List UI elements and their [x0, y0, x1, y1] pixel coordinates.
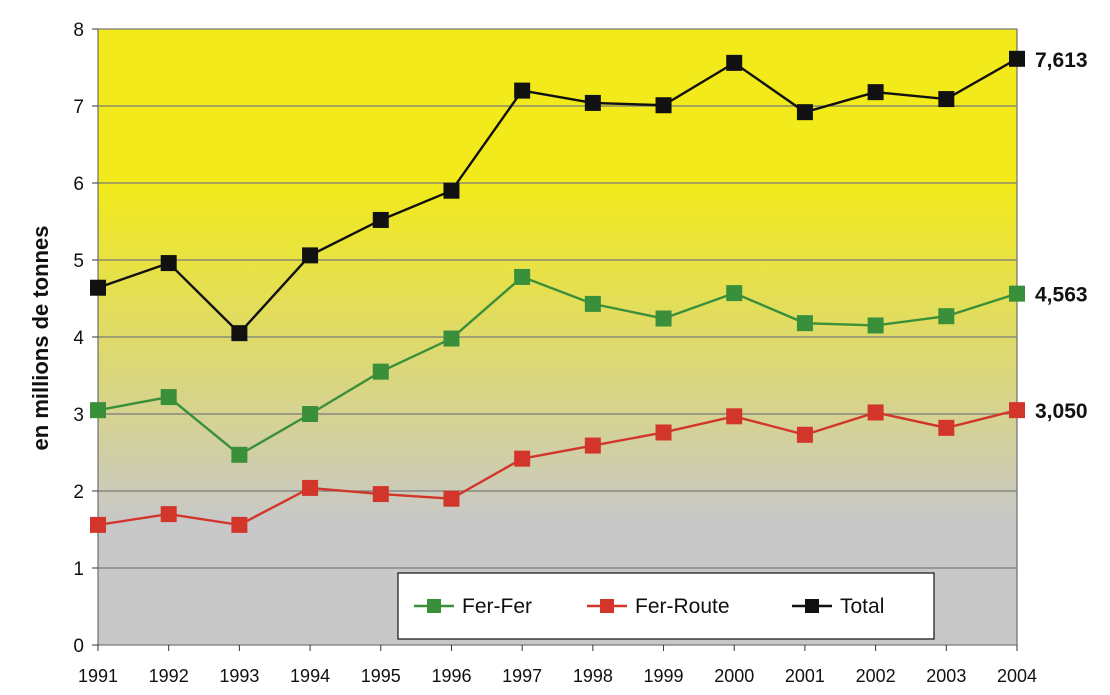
data-point-fer-fer: [726, 285, 743, 302]
data-point-fer-fer: [160, 389, 177, 406]
legend-marker-fer-fer: [427, 599, 441, 613]
data-point-fer-route: [231, 516, 248, 533]
end-label-total: 7,613: [1035, 49, 1088, 72]
y-tick-label: 5: [73, 251, 84, 272]
x-tick-label: 2001: [785, 666, 825, 686]
data-point-fer-fer: [231, 446, 248, 463]
y-tick-label: 2: [73, 482, 84, 503]
data-point-fer-fer: [796, 315, 813, 332]
legend-label-fer-route: Fer-Route: [635, 595, 730, 618]
data-point-fer-fer: [584, 295, 601, 312]
data-point-fer-route: [584, 437, 601, 454]
data-point-fer-route: [938, 419, 955, 436]
data-point-fer-route: [796, 426, 813, 443]
gridlines: [98, 28, 1017, 646]
data-point-fer-route: [867, 404, 884, 421]
y-tick-label: 1: [73, 559, 84, 580]
data-point-fer-fer: [302, 406, 319, 422]
data-point-total: [443, 182, 460, 199]
x-tick-label: 1992: [149, 666, 189, 686]
series-line-total: [97, 57, 1018, 335]
legend: Fer-Fer Fer-Route Total: [397, 572, 935, 640]
data-point-fer-route: [514, 450, 531, 467]
data-point-total: [938, 91, 955, 108]
data-point-fer-route: [726, 408, 743, 425]
data-point-total: [1009, 50, 1025, 67]
data-point-fer-fer: [1009, 285, 1025, 302]
end-labels: 4,563 3,050 7,613: [1035, 49, 1088, 423]
x-tick-label: 2002: [856, 666, 896, 686]
data-point-total: [90, 279, 106, 296]
series-line-fer-route: [97, 408, 1018, 527]
x-tick-label: 2003: [926, 666, 966, 686]
x-tick-label: 1991: [78, 666, 118, 686]
y-tick-label: 3: [73, 405, 84, 426]
data-point-total: [514, 82, 531, 99]
data-point-fer-route: [372, 486, 389, 503]
data-point-fer-fer: [938, 308, 955, 325]
data-point-total: [655, 97, 672, 114]
data-point-fer-fer: [514, 268, 531, 285]
data-point-total: [372, 211, 389, 228]
data-point-total: [867, 84, 884, 101]
y-tick-label: 0: [73, 636, 84, 657]
data-point-fer-fer: [867, 317, 884, 334]
legend-box: [397, 572, 935, 640]
data-point-total: [231, 325, 248, 342]
data-point-total: [796, 104, 813, 121]
series-group: [90, 50, 1025, 533]
data-point-total: [160, 255, 177, 272]
series-line-fer-fer: [97, 275, 1018, 457]
x-tick-label: 1998: [573, 666, 613, 686]
data-point-fer-fer: [90, 402, 106, 419]
x-tick-label: 1995: [361, 666, 401, 686]
y-tick-label: 8: [73, 20, 84, 41]
x-axis-ticks: 1991 1992 1993 1994 1995 1996 1997 1998 1999 2000…: [78, 645, 1037, 686]
data-point-fer-fer: [443, 330, 460, 347]
data-point-fer-route: [443, 490, 460, 507]
x-tick-label: 1996: [431, 666, 471, 686]
data-point-total: [726, 54, 743, 71]
x-tick-label: 1993: [219, 666, 259, 686]
y-axis-ticks: 0 1 2 3 4 5 6 7 8: [73, 20, 98, 657]
data-point-total: [584, 94, 601, 111]
x-tick-label: 2000: [714, 666, 754, 686]
data-point-fer-route: [160, 506, 177, 523]
x-tick-label: 1994: [290, 666, 330, 686]
end-label-fer-route: 3,050: [1035, 400, 1088, 423]
x-tick-label: 1999: [644, 666, 684, 686]
y-tick-label: 6: [73, 174, 84, 195]
data-point-total: [302, 247, 319, 264]
legend-marker-total: [805, 599, 819, 613]
data-point-fer-route: [1009, 402, 1025, 419]
legend-label-fer-fer: Fer-Fer: [462, 595, 532, 618]
data-point-fer-route: [90, 516, 106, 533]
data-point-fer-fer: [372, 363, 389, 380]
y-axis-label: en millions de tonnes: [28, 226, 53, 451]
x-tick-label: 2004: [997, 666, 1037, 686]
data-point-fer-route: [302, 479, 319, 496]
y-tick-label: 4: [73, 328, 84, 349]
end-label-fer-fer: 4,563: [1035, 284, 1088, 307]
x-tick-label: 1997: [502, 666, 542, 686]
data-point-fer-route: [655, 424, 672, 441]
data-point-fer-fer: [655, 310, 672, 327]
legend-label-total: Total: [840, 595, 884, 618]
y-tick-label: 7: [73, 97, 84, 118]
legend-marker-fer-route: [600, 599, 614, 613]
